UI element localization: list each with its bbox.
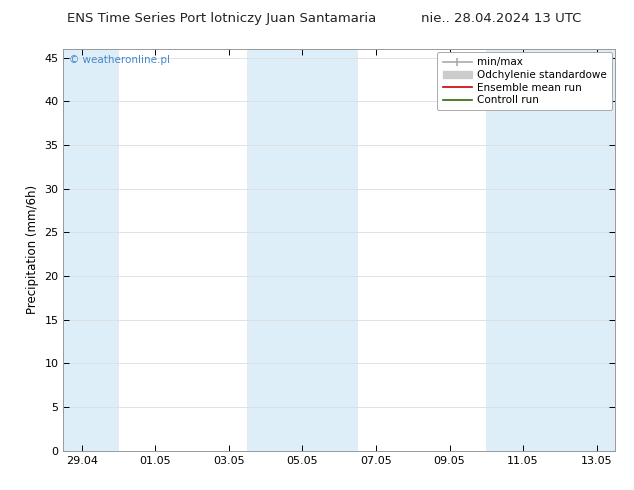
Text: © weatheronline.pl: © weatheronline.pl [69, 55, 170, 65]
Legend: min/max, Odchylenie standardowe, Ensemble mean run, Controll run: min/max, Odchylenie standardowe, Ensembl… [437, 52, 612, 110]
Text: ENS Time Series Port lotniczy Juan Santamaria: ENS Time Series Port lotniczy Juan Santa… [67, 12, 377, 25]
Bar [486, 49, 633, 451]
Bar [247, 49, 358, 451]
Bar [63, 49, 119, 451]
Y-axis label: Precipitation (mm/6h): Precipitation (mm/6h) [26, 185, 39, 315]
Text: nie.. 28.04.2024 13 UTC: nie.. 28.04.2024 13 UTC [421, 12, 581, 25]
